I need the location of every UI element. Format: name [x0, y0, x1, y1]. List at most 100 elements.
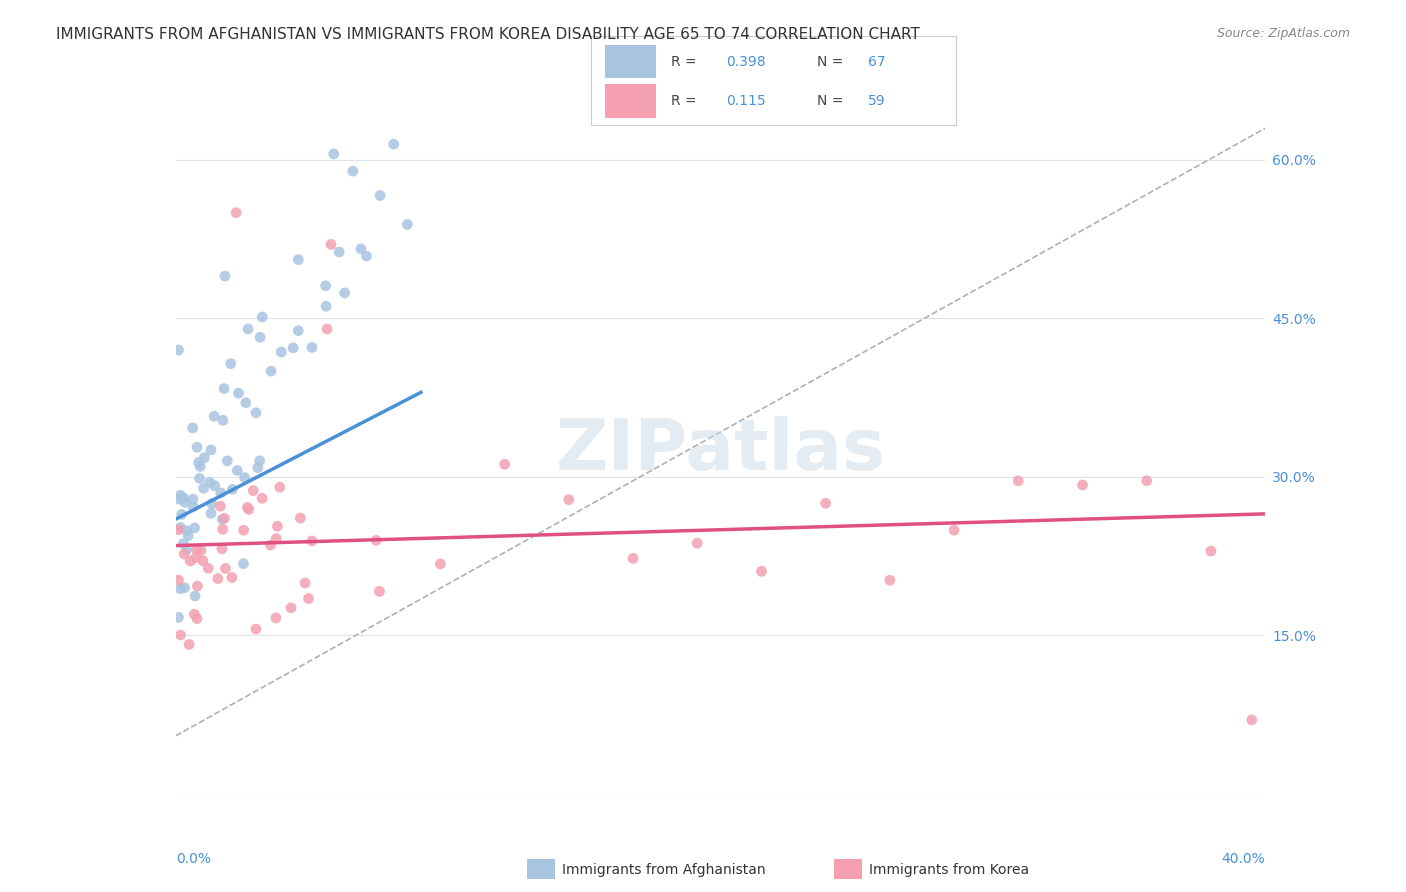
Point [269, 480, 291, 494]
Point [183, 607, 205, 622]
Point [264, 532, 287, 546]
Point [368, 584, 391, 599]
Point [1240, 713, 1263, 727]
Point [242, 483, 264, 498]
Point [212, 413, 235, 427]
Point [169, 628, 191, 642]
Point [225, 205, 247, 219]
Point [366, 533, 388, 548]
Point [281, 341, 304, 355]
Text: IMMIGRANTS FROM AFGHANISTAN VS IMMIGRANTS FROM KOREA DISABILITY AGE 65 TO 74 COR: IMMIGRANTS FROM AFGHANISTAN VS IMMIGRANT… [56, 27, 920, 42]
Point [287, 324, 309, 338]
Point [167, 573, 190, 587]
Point [221, 570, 243, 584]
Point [245, 622, 267, 636]
Point [814, 496, 837, 510]
Point [211, 541, 233, 556]
Point [342, 164, 364, 178]
Point [1007, 474, 1029, 488]
Point [1071, 478, 1094, 492]
Text: ZIPatlas: ZIPatlas [555, 416, 886, 485]
Point [190, 543, 212, 558]
Point [211, 522, 233, 536]
Text: Immigrants from Afghanistan: Immigrants from Afghanistan [562, 863, 766, 877]
Point [232, 523, 254, 537]
Point [250, 491, 273, 506]
Point [315, 299, 337, 313]
Text: 0.0%: 0.0% [176, 852, 211, 866]
Point [186, 440, 208, 454]
Point [558, 492, 581, 507]
Point [188, 471, 211, 485]
FancyBboxPatch shape [605, 45, 657, 78]
Point [350, 242, 373, 256]
Point [249, 454, 271, 468]
Text: 0.115: 0.115 [725, 94, 765, 108]
Point [198, 475, 221, 490]
Point [429, 557, 451, 571]
Point [167, 610, 190, 624]
Text: 0.398: 0.398 [725, 54, 765, 69]
Point [301, 340, 323, 354]
Text: Source: ZipAtlas.com: Source: ZipAtlas.com [1216, 27, 1350, 40]
Point [259, 538, 281, 552]
Text: Immigrants from Korea: Immigrants from Korea [869, 863, 1029, 877]
Point [333, 285, 356, 300]
Point [181, 421, 204, 435]
Point [214, 269, 236, 284]
Point [202, 409, 225, 424]
Point [187, 455, 209, 469]
Point [167, 523, 190, 537]
Point [246, 460, 269, 475]
Point [236, 500, 259, 515]
Point [686, 536, 709, 550]
Point [212, 382, 235, 396]
Point [186, 612, 208, 626]
Point [1136, 474, 1159, 488]
Point [186, 579, 208, 593]
Point [260, 364, 283, 378]
Point [167, 343, 190, 357]
Point [494, 457, 516, 471]
Point [167, 492, 190, 507]
Point [319, 237, 342, 252]
Text: 40.0%: 40.0% [1222, 852, 1265, 866]
Point [200, 442, 222, 457]
Point [209, 486, 232, 500]
FancyBboxPatch shape [605, 84, 657, 118]
Point [322, 147, 344, 161]
Point [217, 454, 239, 468]
Point [214, 511, 236, 525]
Point [290, 511, 312, 525]
Point [176, 543, 198, 558]
Point [301, 533, 323, 548]
Point [181, 500, 204, 514]
Text: 59: 59 [869, 94, 886, 108]
Point [245, 406, 267, 420]
Point [191, 554, 214, 568]
Point [169, 488, 191, 502]
Point [172, 536, 194, 550]
Point [382, 137, 405, 152]
Point [207, 572, 229, 586]
Point [315, 278, 337, 293]
Point [368, 188, 391, 202]
Point [252, 310, 274, 324]
Point [173, 547, 195, 561]
Point [214, 561, 236, 575]
Text: 67: 67 [869, 54, 886, 69]
Point [181, 492, 204, 507]
Point [396, 218, 419, 232]
Point [328, 245, 350, 260]
Point [943, 523, 966, 537]
Point [228, 386, 250, 401]
Point [170, 508, 193, 522]
Point [226, 463, 249, 477]
Point [209, 500, 232, 514]
Point [169, 520, 191, 534]
Point [219, 357, 242, 371]
Point [173, 495, 195, 509]
Point [316, 322, 339, 336]
Point [179, 554, 201, 568]
Point [879, 573, 901, 587]
